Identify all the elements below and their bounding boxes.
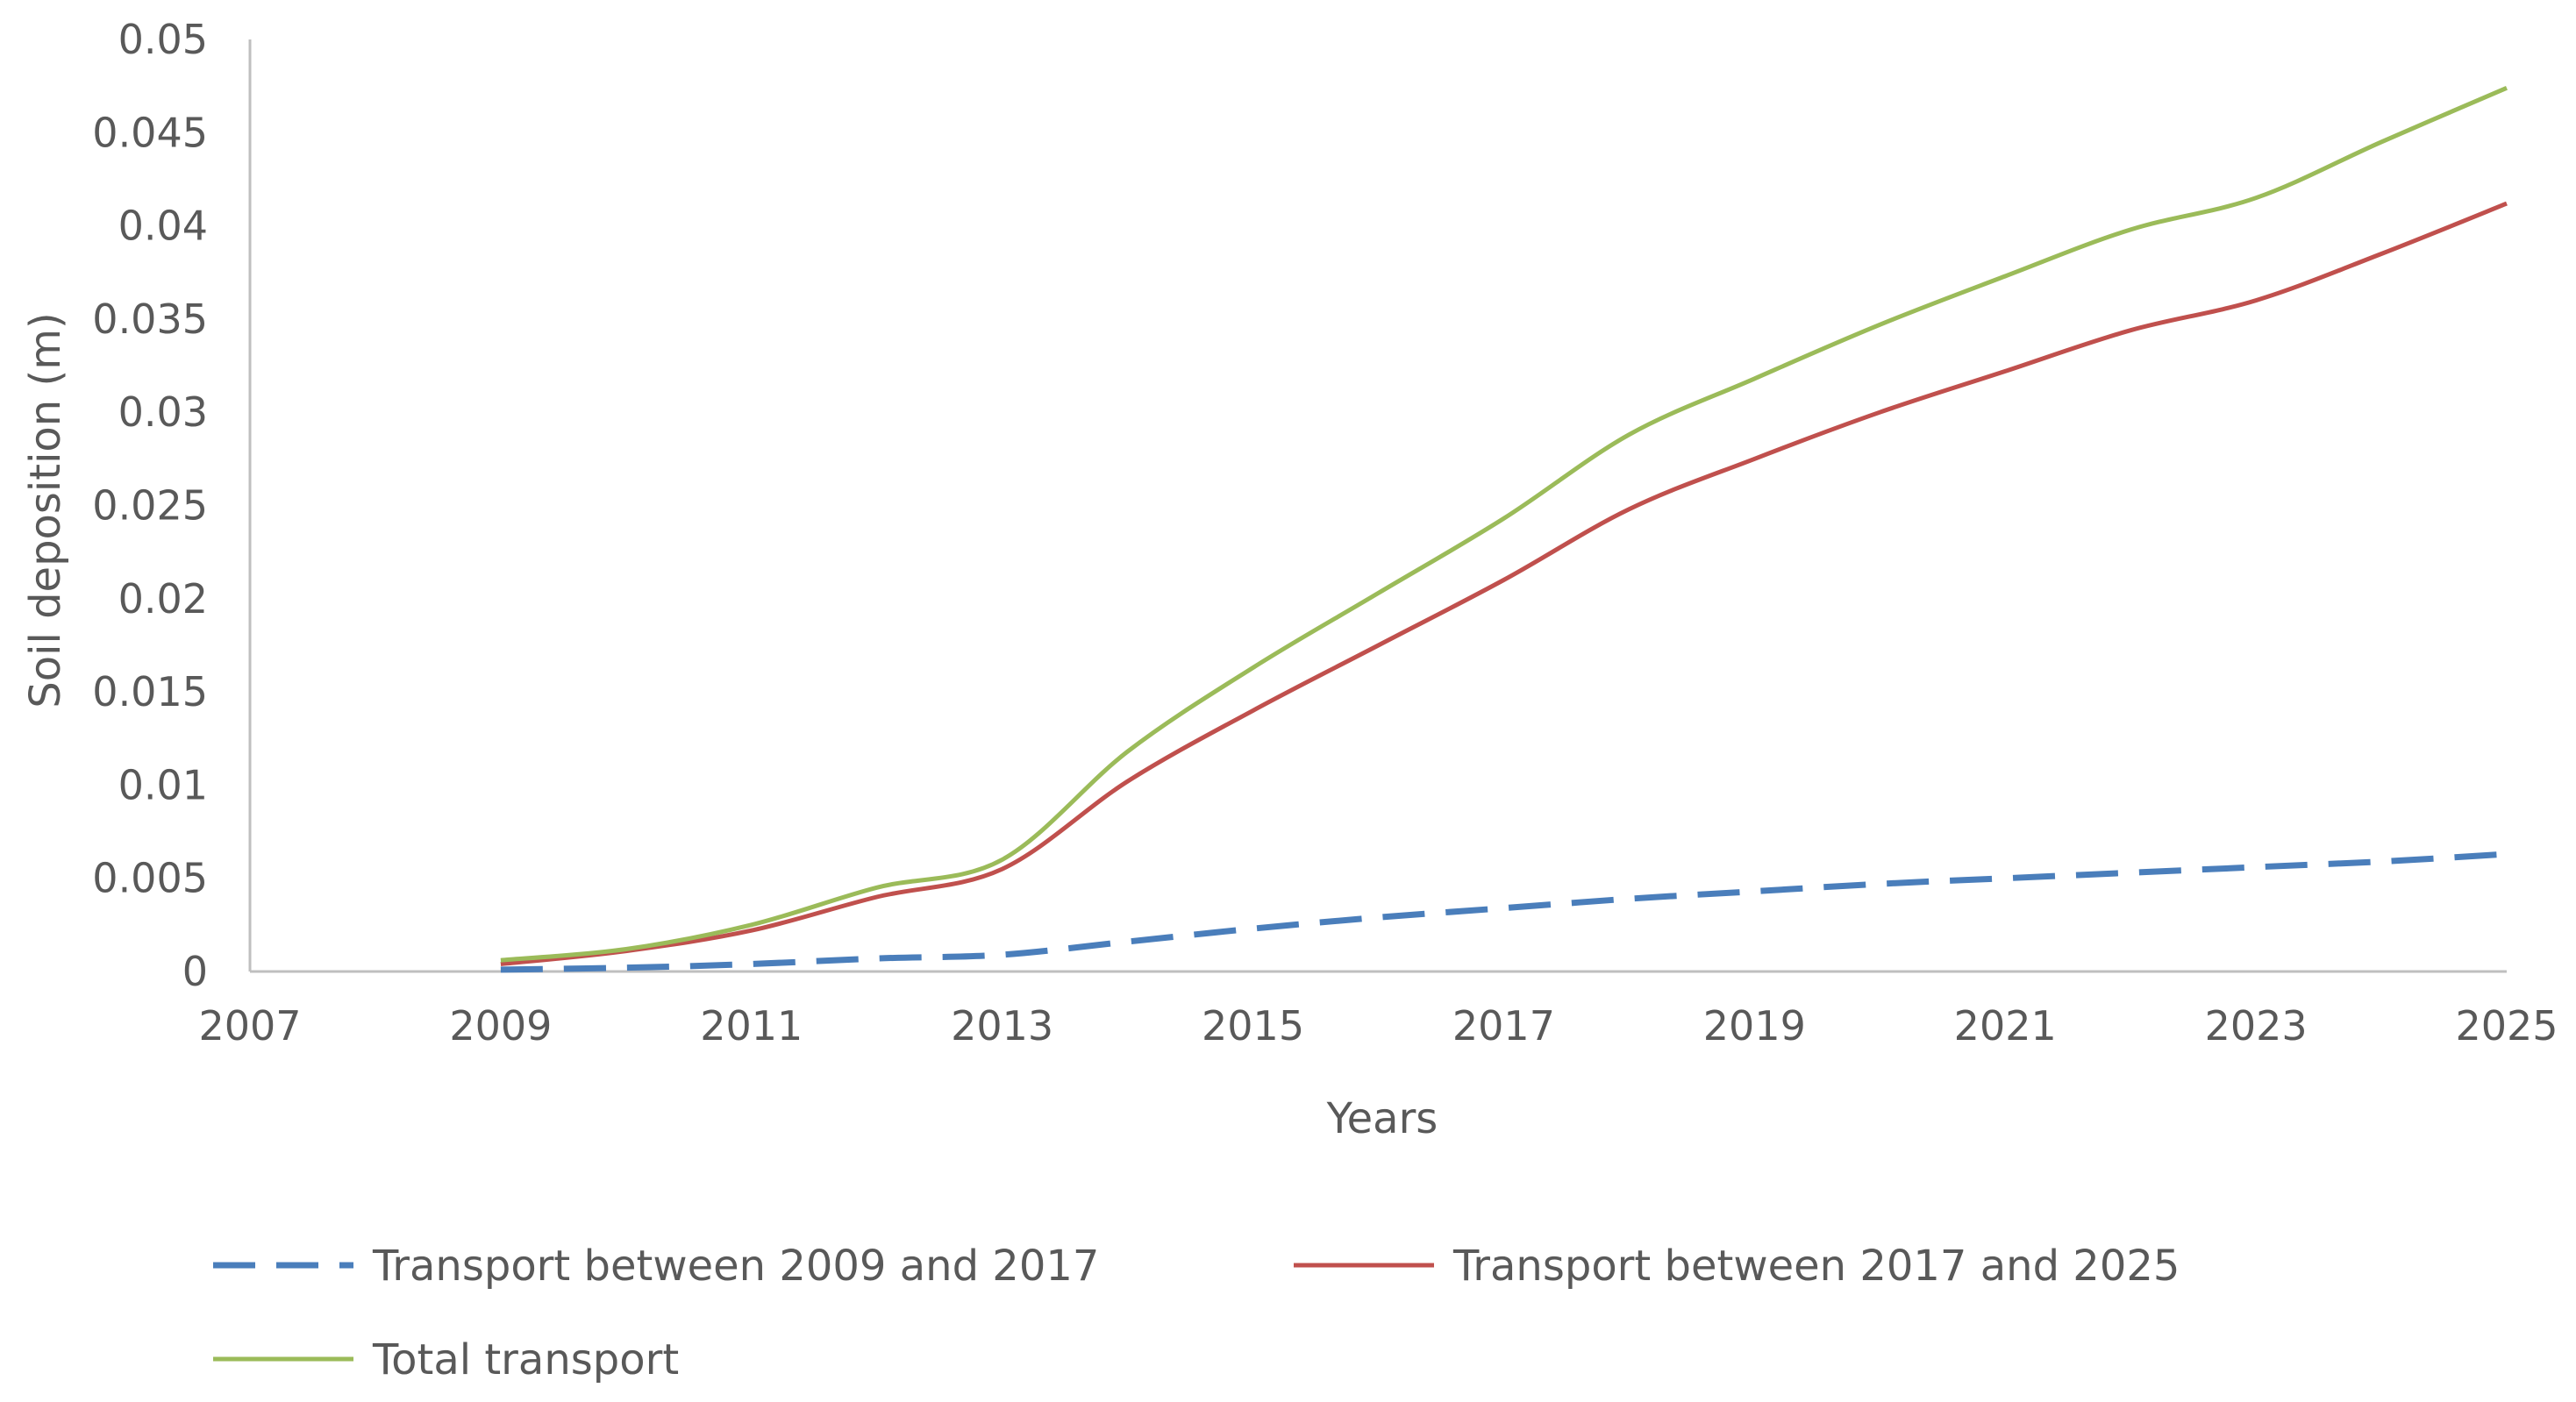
y-tick-label: 0.005 [92, 855, 208, 902]
x-tick-label: 2017 [1452, 1002, 1555, 1050]
y-tick-label: 0.05 [118, 16, 208, 63]
y-tick-label: 0.015 [92, 668, 208, 715]
x-tick-label: 2019 [1703, 1002, 1806, 1050]
legend-label-2: Transport between 2017 and 2025 [1452, 1242, 2180, 1291]
series-line-1 [500, 850, 2508, 973]
x-tick-label: 2023 [2205, 1002, 2308, 1050]
y-tick-label: 0.045 [92, 109, 208, 156]
tick-labels: 2007 2009 2011 2013 2015 2017 2019 2021 2023 2025… [92, 16, 2558, 1050]
series-line-2 [500, 201, 2508, 966]
axis-titles: Years Soil deposition (m) [21, 312, 1438, 1143]
x-tick-label: 2007 [198, 1002, 301, 1050]
y-tick-label: 0.03 [118, 388, 208, 436]
legend-label-1: Transport between 2009 and 2017 [372, 1242, 1099, 1291]
legend: Transport between 2009 and 2017 Transport… [213, 1242, 2180, 1384]
y-tick-label: 0.025 [92, 482, 208, 530]
series-lines [500, 86, 2508, 973]
y-tick-label: 0.02 [118, 575, 208, 623]
series-line-3 [500, 86, 2508, 963]
y-tick-label: 0.04 [118, 203, 208, 250]
x-tick-label: 2009 [449, 1002, 552, 1050]
x-tick-label: 2025 [2455, 1002, 2558, 1050]
x-tick-label: 2013 [951, 1002, 1053, 1050]
x-tick-label: 2015 [1202, 1002, 1304, 1050]
y-axis-title: Soil deposition (m) [21, 312, 70, 708]
axes [248, 39, 2507, 973]
x-tick-label: 2011 [700, 1002, 803, 1050]
x-axis-title: Years [1326, 1094, 1438, 1143]
y-tick-label: 0.01 [118, 761, 208, 808]
y-tick-label: 0 [182, 948, 208, 995]
x-tick-label: 2021 [1954, 1002, 2057, 1050]
y-tick-label: 0.035 [92, 295, 208, 343]
legend-label-3: Total transport [372, 1335, 679, 1384]
